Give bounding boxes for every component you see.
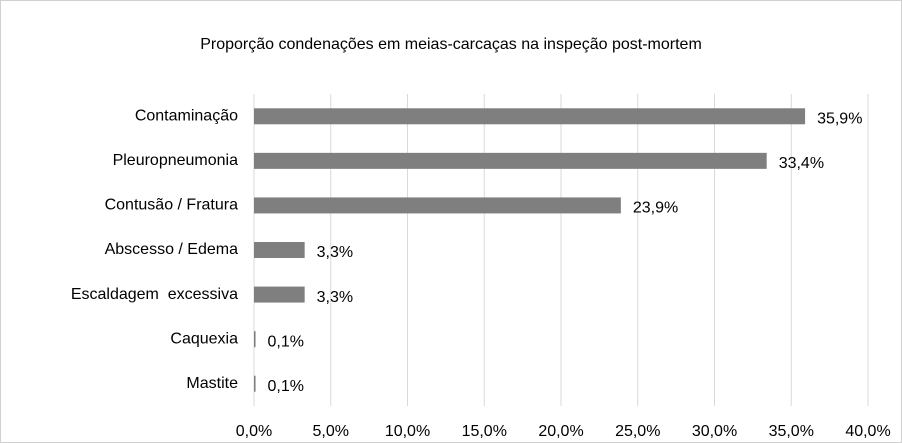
bar: [254, 152, 767, 169]
data-label: 3,3%: [317, 244, 353, 261]
bar: [254, 242, 305, 258]
bar: [254, 375, 256, 392]
data-label: 0,1%: [268, 333, 304, 350]
x-tick-label: 20,0%: [538, 423, 583, 440]
y-tick-label: Mastite: [186, 375, 238, 392]
y-tick-label: Pleuropneumonia: [113, 152, 239, 169]
x-tick-label: 15,0%: [462, 423, 507, 440]
y-tick-label: Contaminação: [135, 108, 238, 125]
data-label: 23,9%: [633, 200, 678, 217]
x-tick-label: 35,0%: [769, 423, 814, 440]
data-label: 33,4%: [779, 155, 824, 172]
x-tick-label: 5,0%: [313, 423, 349, 440]
data-label: 0,1%: [268, 378, 304, 395]
y-tick-label: Abscesso / Edema: [105, 241, 239, 258]
chart-title: Proporção condenações em meias-carcaças …: [200, 36, 702, 53]
data-label: 35,9%: [817, 111, 862, 128]
x-tick-label: 0,0%: [236, 423, 272, 440]
bar: [254, 286, 305, 303]
x-tick-label: 10,0%: [385, 423, 430, 440]
data-label: 3,3%: [317, 289, 353, 306]
x-tick-label: 30,0%: [692, 423, 737, 440]
y-tick-label: Escaldagem excessiva: [71, 286, 238, 303]
y-tick-label: Contusão / Fratura: [105, 197, 239, 214]
bar: [254, 108, 806, 125]
x-tick-label: 25,0%: [615, 423, 660, 440]
bar: [254, 331, 256, 348]
y-tick-label: Caquexia: [170, 330, 238, 347]
x-tick-label: 40,0%: [845, 423, 890, 440]
bar: [254, 197, 621, 214]
